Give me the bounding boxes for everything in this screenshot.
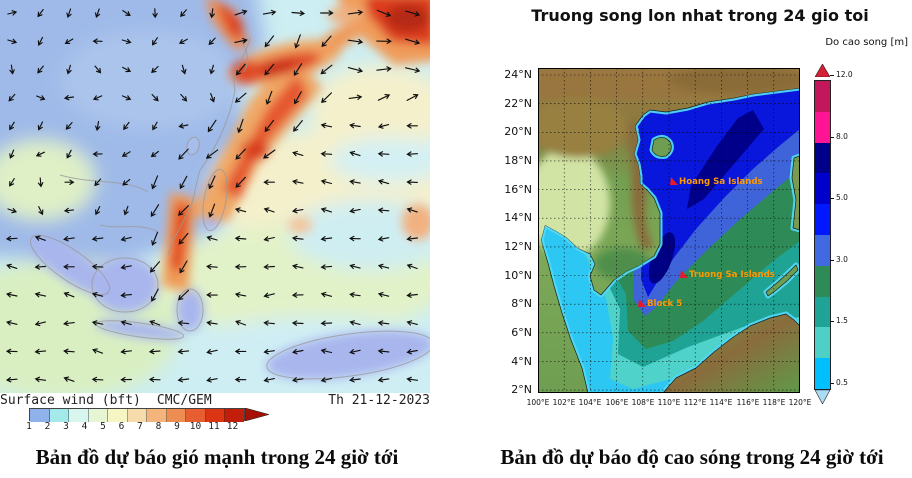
- lon-tick: 100°E: [526, 398, 550, 407]
- wind-legend-row: Surface wind (bft) CMC/GEM Th 21-12-2023: [0, 393, 430, 408]
- wind-colorbar-cell: [49, 409, 69, 422]
- wind-colorbar-cell: [166, 409, 186, 422]
- wave-colorbar-segment: [815, 173, 830, 205]
- wind-cbar-tick: 7: [137, 421, 143, 432]
- wind-colorbar-cell: [186, 409, 206, 422]
- lon-tick: 102°E: [552, 398, 576, 407]
- lon-tick: 108°E: [631, 398, 655, 407]
- wind-cbar-tick: 9: [174, 421, 180, 432]
- block5-marker-icon: [638, 299, 646, 307]
- wave-colorbar-segment: [815, 265, 830, 297]
- lon-tick: 106°E: [605, 398, 629, 407]
- wave-cbar-tick: 1.5: [830, 316, 848, 325]
- lat-tick: 10°N: [504, 269, 532, 282]
- wind-cbar-tick: 4: [81, 421, 88, 432]
- wave-colorbar: [814, 62, 831, 408]
- lon-tick: 110°E: [657, 398, 681, 407]
- wind-datetime-label: Th 21-12-2023: [328, 393, 430, 408]
- lat-tick: 16°N: [504, 183, 532, 196]
- wind-cbar-tick: 12: [226, 421, 239, 432]
- wind-forecast-map: [0, 0, 430, 393]
- wind-cbar-tick: 2: [44, 421, 51, 432]
- truong-sa-marker-icon: [680, 270, 688, 278]
- wave-colorbar-segment: [815, 358, 830, 389]
- wind-cbar-tick: 6: [118, 421, 125, 432]
- wave-colorbar-segments: [814, 80, 831, 390]
- wind-cbar-tick: 10: [189, 421, 202, 432]
- wave-colorbar-label: Do cao song [m]: [825, 37, 908, 48]
- hoang-sa-label: Hoang Sa Islands: [679, 177, 763, 187]
- lat-tick: 14°N: [504, 211, 532, 224]
- lat-tick: 24°N: [504, 68, 532, 81]
- wind-arrows-path: [5, 8, 421, 383]
- map-frame: [538, 68, 800, 393]
- wind-map-fill-layer: [0, 0, 430, 393]
- wave-colorbar-segment: [815, 81, 830, 112]
- lon-tick: 118°E: [762, 398, 786, 407]
- lat-tick: 2°N: [511, 383, 532, 396]
- wave-map-title: Truong song lon nhat trong 24 gio toi: [531, 6, 869, 25]
- wind-vector-arrows: [5, 8, 421, 383]
- coastlines: [30, 37, 430, 380]
- lon-tick: 104°E: [578, 398, 602, 407]
- wind-cbar-tick: 1: [26, 421, 32, 432]
- map-annotations: Hoang Sa Islands Truong Sa Islands Block…: [638, 177, 775, 309]
- wave-cbar-tick: 12.0: [830, 70, 853, 79]
- lat-tick: 6°N: [511, 326, 532, 339]
- wind-colorbar-cell: [30, 409, 50, 422]
- lon-tick: 114°E: [709, 398, 733, 407]
- lon-tick: 116°E: [736, 398, 760, 407]
- wind-colorbar-cell: [225, 409, 244, 422]
- wave-colorbar-segment: [815, 296, 830, 328]
- lon-tick: 112°E: [683, 398, 707, 407]
- lat-tick: 22°N: [504, 97, 532, 110]
- hoang-sa-marker-icon: [670, 177, 678, 185]
- wind-legend-label: Surface wind (bft): [0, 393, 141, 408]
- wave-cbar-tick: 0.5: [830, 378, 848, 387]
- lat-tick: 20°N: [504, 125, 532, 138]
- wave-colorbar-segment: [815, 111, 830, 143]
- wind-colorbar-cell: [108, 409, 128, 422]
- wind-colorbar-cells: [29, 408, 245, 422]
- wave-colorbar-up-arrow-icon: [814, 63, 831, 78]
- lat-tick: 12°N: [504, 240, 532, 253]
- wind-cbar-tick: 5: [100, 421, 106, 432]
- wind-colorbar: [29, 408, 269, 422]
- wave-colorbar-down-arrow-icon: [814, 389, 831, 405]
- block5-label: Block 5: [647, 299, 682, 309]
- wind-colorbar-ticks: 1 2 3 4 5 6 7 8 9 10 11 12: [0, 421, 430, 433]
- wave-colorbar-segment: [815, 327, 830, 359]
- wind-cbar-tick: 11: [208, 421, 220, 432]
- wind-colorbar-cell: [205, 409, 225, 422]
- wave-cbar-tick: 3.0: [830, 255, 848, 264]
- wave-cbar-tick: 8.0: [830, 132, 848, 141]
- wind-model-label: CMC/GEM: [156, 393, 212, 408]
- wind-cbar-tick: 8: [155, 421, 162, 432]
- lon-tick: 120°E: [788, 398, 812, 407]
- wave-colorbar-segment: [815, 204, 830, 235]
- wave-forecast-map: Hoang Sa Islands Truong Sa Islands Block…: [538, 68, 800, 393]
- lat-tick: 4°N: [511, 355, 532, 368]
- wave-cbar-tick: 5.0: [830, 193, 848, 202]
- wind-colorbar-cell: [147, 409, 167, 422]
- wind-colorbar-cell: [127, 409, 147, 422]
- wave-colorbar-segment: [815, 142, 830, 174]
- wave-colorbar-segment: [815, 234, 830, 266]
- wind-colorbar-cell: [88, 409, 108, 422]
- wind-map-caption: Bản đồ dự báo gió mạnh trong 24 giờ tới: [35, 445, 399, 469]
- wind-cbar-tick: 3: [63, 421, 69, 432]
- wind-colorbar-cell: [69, 409, 89, 422]
- lat-tick: 8°N: [511, 297, 532, 310]
- wave-map-caption: Bản đồ dự báo độ cao sóng trong 24 giờ t…: [500, 445, 884, 469]
- truong-sa-label: Truong Sa Islands: [689, 270, 775, 280]
- lat-tick: 18°N: [504, 154, 532, 167]
- wind-colorbar-arrow-icon: [244, 408, 269, 421]
